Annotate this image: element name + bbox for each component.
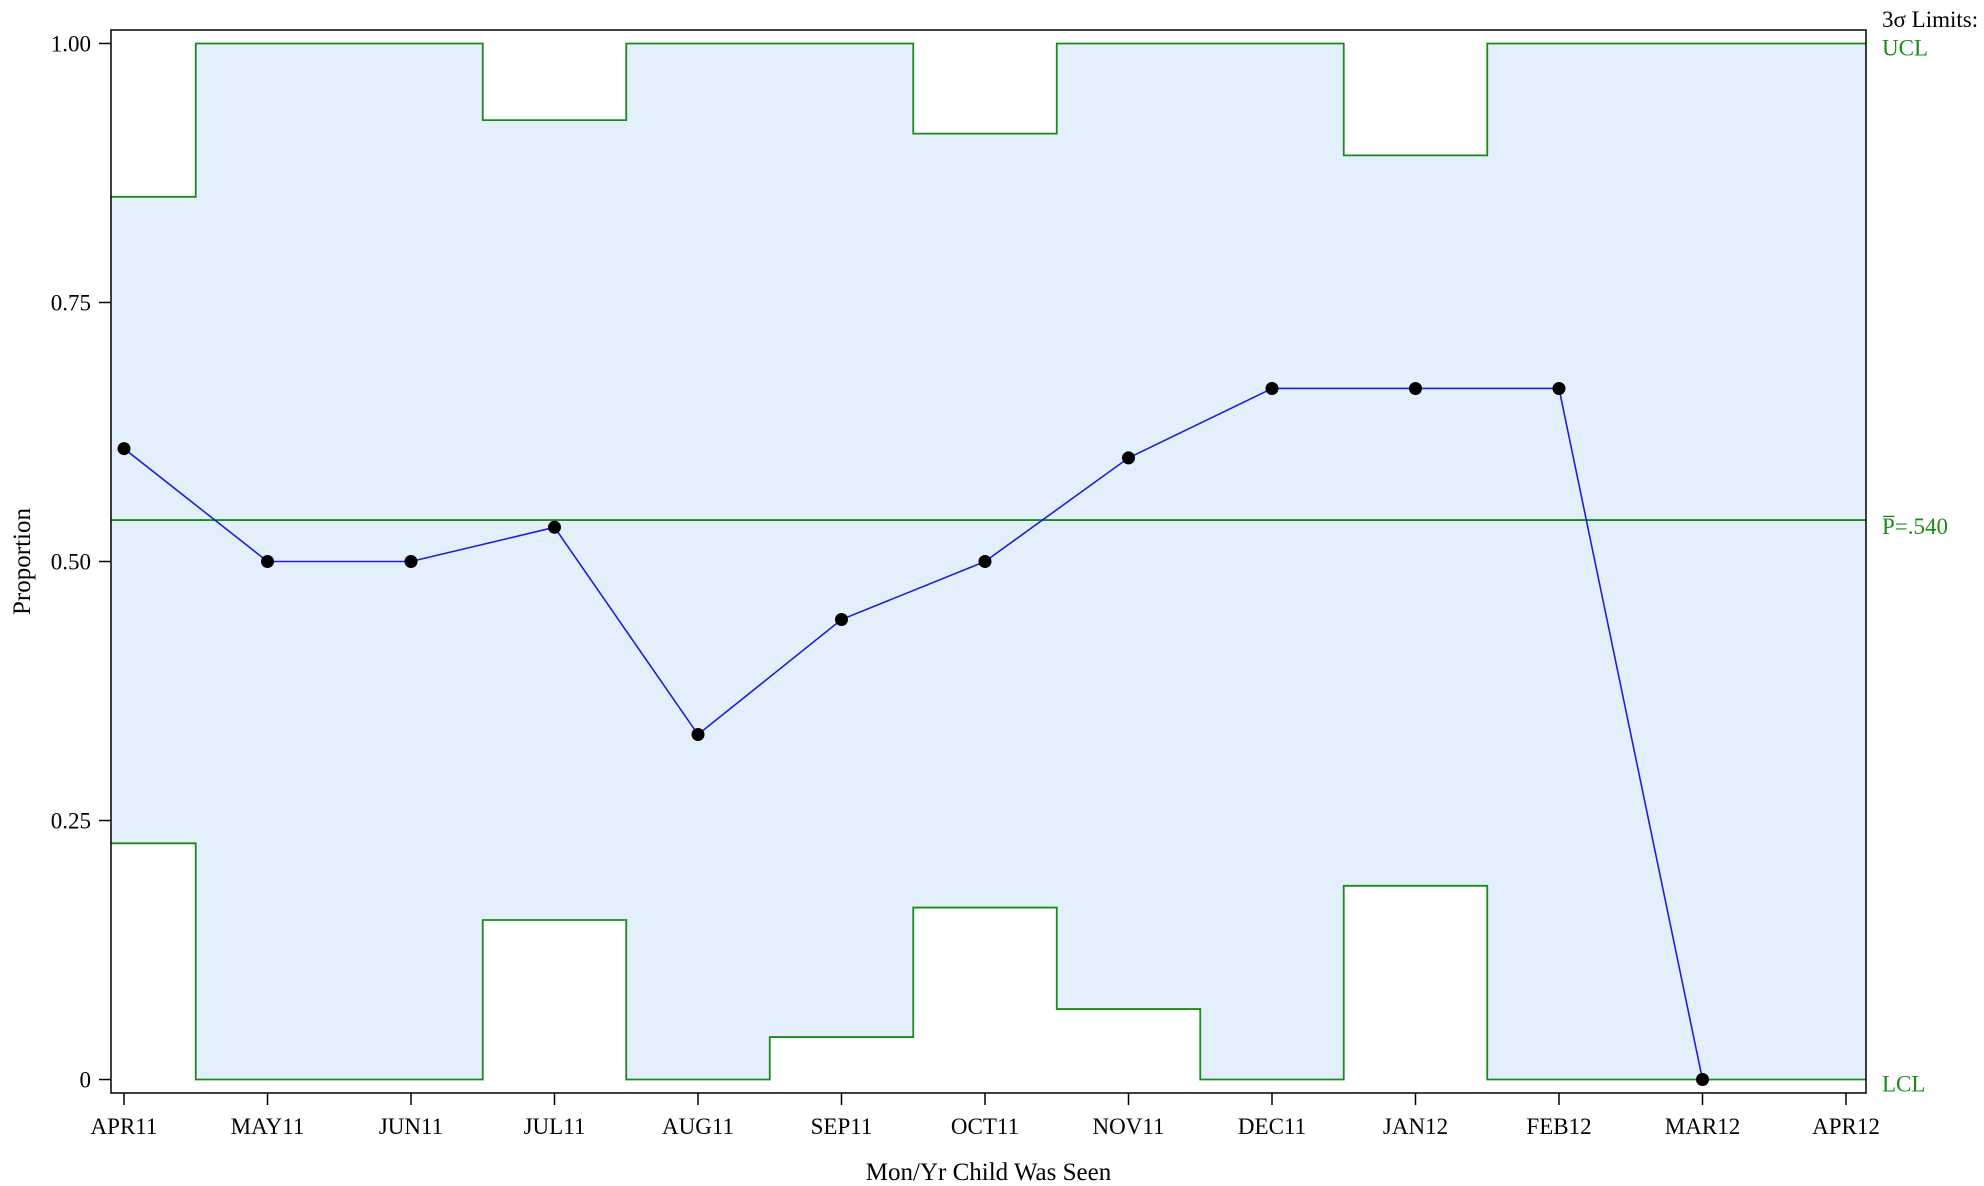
x-tick-label: AUG11 (662, 1114, 734, 1139)
y-tick-label: 0.25 (51, 809, 91, 834)
x-tick-label: DEC11 (1238, 1114, 1306, 1139)
x-tick-label: JUL11 (524, 1114, 586, 1139)
data-point (404, 555, 418, 568)
data-point (117, 442, 131, 456)
ucl-label: UCL (1882, 35, 1928, 60)
y-tick-label: 0 (80, 1068, 92, 1093)
y-axis: 0 0.25 0.50 0.75 1.00 (51, 31, 111, 1093)
data-point (835, 613, 848, 627)
y-tick-label: 1.00 (51, 31, 91, 56)
x-tick-label: JAN12 (1383, 1114, 1448, 1139)
lcl-label: LCL (1882, 1072, 1925, 1097)
x-tick-label: JUN11 (379, 1114, 443, 1139)
x-axis: APR11 MAY11 JUN11 JUL11 AUG11 SEP11 OCT11 NOV11… (91, 1093, 1880, 1139)
data-point (1122, 451, 1135, 465)
x-tick-label: MAY11 (231, 1114, 305, 1139)
x-tick-label: APR11 (91, 1114, 158, 1139)
data-point (548, 520, 561, 534)
x-tick-label: SEP11 (811, 1114, 873, 1139)
ucl-line (111, 42, 1866, 198)
x-tick-label: FEB12 (1526, 1114, 1591, 1139)
data-point (1265, 381, 1279, 395)
y-tick-label: 0.75 (51, 290, 91, 315)
y-axis-title: Proportion (9, 508, 36, 615)
control-limit-lines (111, 42, 1866, 1081)
series-line (123, 387, 1704, 1080)
data-point (1409, 381, 1422, 395)
x-tick-label: APR12 (1812, 1114, 1880, 1139)
series-layer (117, 381, 1709, 1087)
data-point (1696, 1073, 1709, 1087)
x-tick-label: MAR12 (1665, 1114, 1740, 1139)
data-point (1552, 381, 1566, 395)
x-axis-title: Mon/Yr Child Was Seen (866, 1159, 1112, 1186)
limits-legend-title: 3σ Limits: (1882, 7, 1978, 32)
center-line-label: P̅=.540 (1882, 514, 1948, 539)
x-tick-label: NOV11 (1093, 1114, 1165, 1139)
lcl-line (111, 842, 1866, 1081)
y-tick-label: 0.50 (51, 550, 91, 575)
data-point (261, 555, 274, 568)
x-tick-label: OCT11 (951, 1114, 1019, 1139)
data-point (978, 555, 992, 568)
data-point (691, 728, 705, 742)
